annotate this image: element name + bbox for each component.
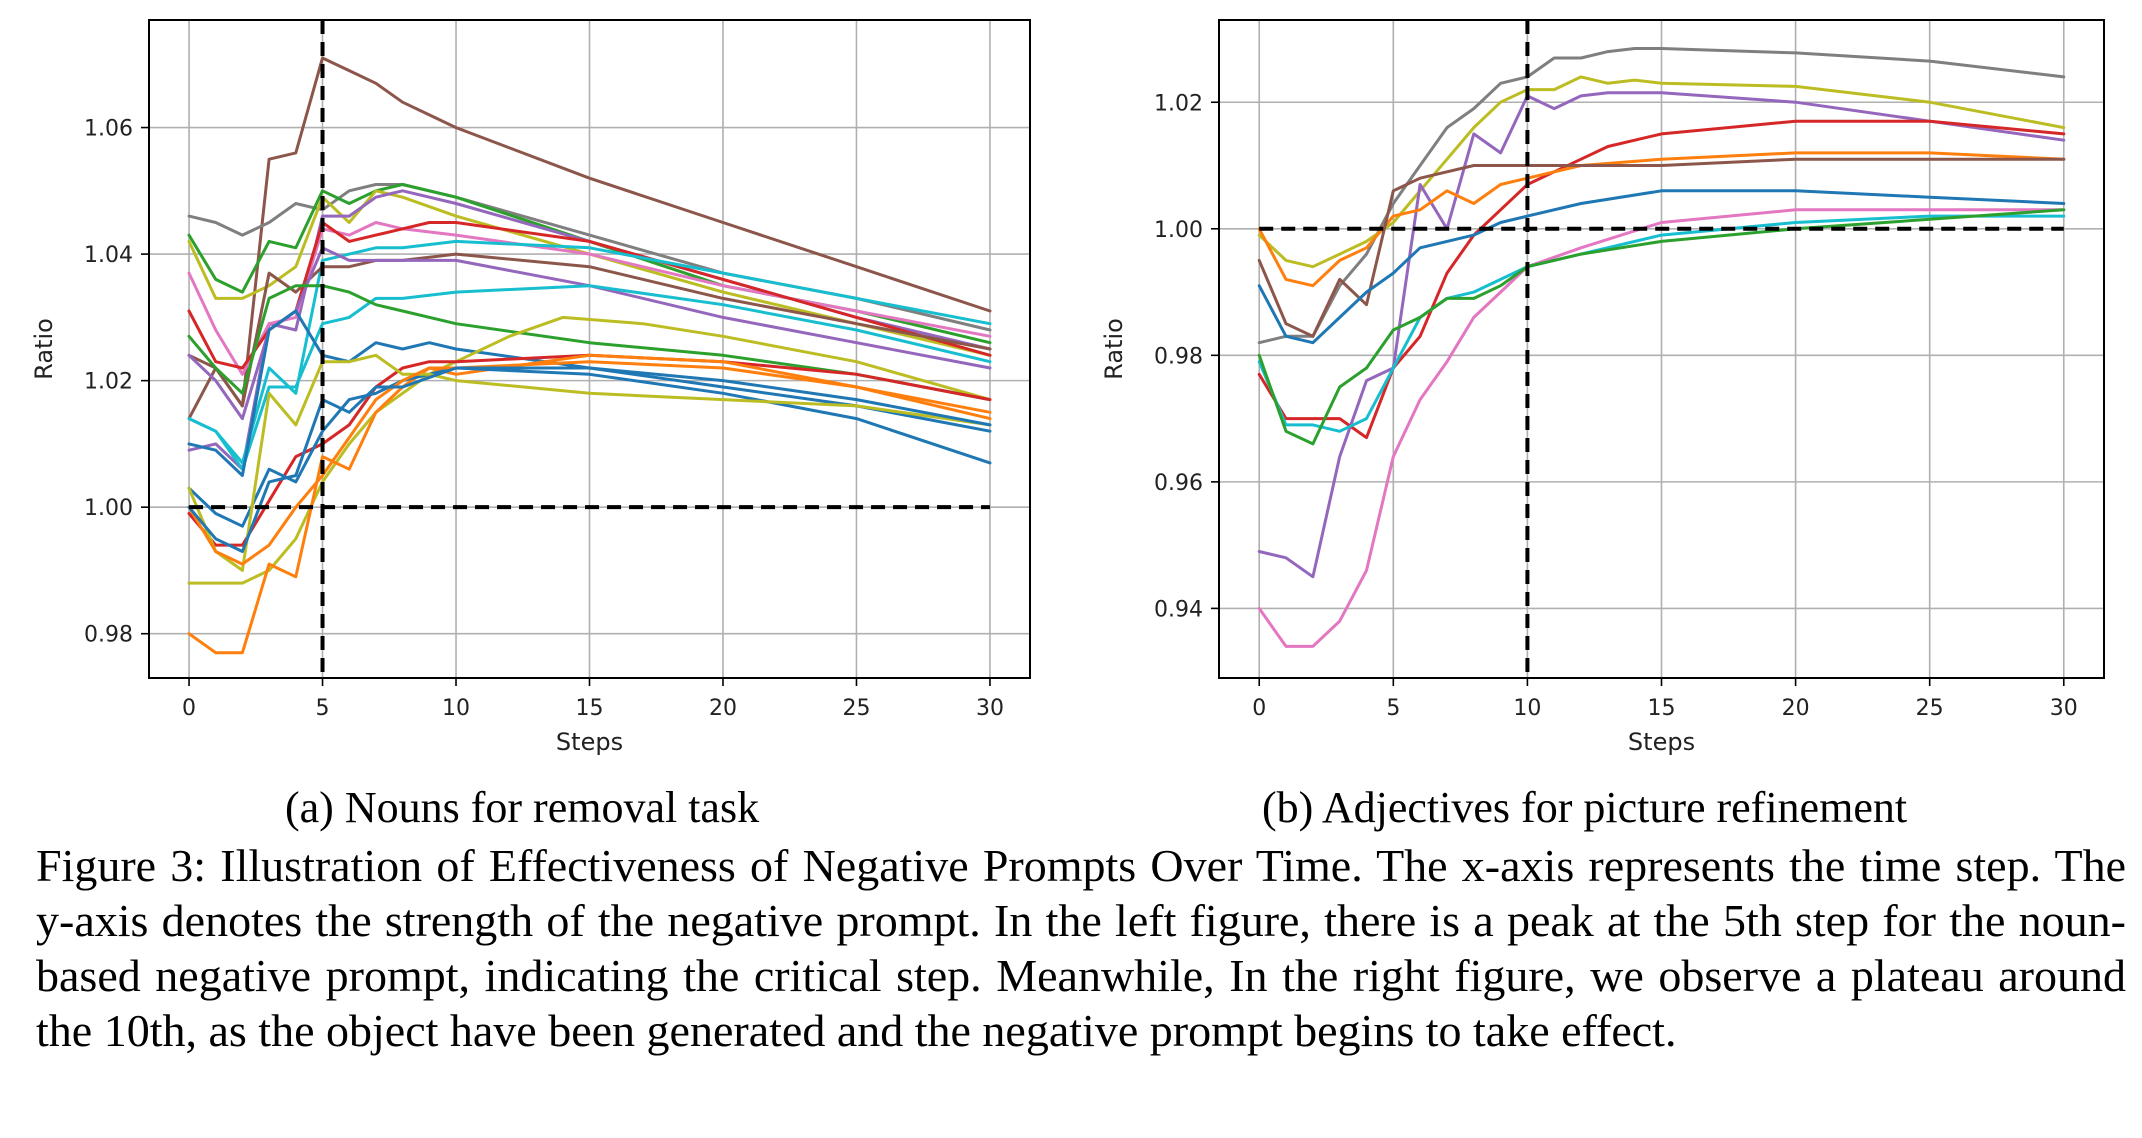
chart-panel-b: 0 5 10 15 20 25 30 0.94 0.96 0.98 1.00 1.02 Steps Rat… xyxy=(1100,19,2105,756)
x-tick-label: 0 xyxy=(1252,696,1266,721)
series-line-2 xyxy=(187,183,992,332)
y-tick-label: 0.98 xyxy=(84,623,133,648)
series-lines xyxy=(1257,47,2066,648)
y-axis-label: Ratio xyxy=(1100,318,1128,380)
series-line-19 xyxy=(187,360,992,566)
x-tick-label: 15 xyxy=(1648,696,1676,721)
y-axis-label: Ratio xyxy=(30,318,58,380)
series-line-9 xyxy=(187,252,992,408)
series-line-13 xyxy=(187,309,992,477)
series-line-8 xyxy=(1257,208,2066,648)
series-line-5 xyxy=(1257,151,2066,288)
y-tick-label: 0.96 xyxy=(1154,471,1203,496)
series-line-1 xyxy=(187,56,992,421)
series-line-18 xyxy=(187,353,992,572)
x-tick-label: 15 xyxy=(576,696,604,721)
x-tick-label: 25 xyxy=(1916,696,1944,721)
chart-panel-a: 0 5 10 15 20 25 30 0.98 1.00 1.02 1.04 1.06 Steps Rat… xyxy=(30,19,1031,756)
y-tick-label: 1.00 xyxy=(84,496,133,521)
x-tick-label: 5 xyxy=(316,696,330,721)
series-line-16 xyxy=(187,353,992,655)
subcaption-a: (a) Nouns for removal task xyxy=(285,783,760,832)
x-tick-label: 30 xyxy=(976,696,1004,721)
y-tick-label: 1.02 xyxy=(84,370,133,395)
figure-caption: Figure 3: Illustration of Effectiveness … xyxy=(36,840,2126,1056)
y-tick-label: 1.04 xyxy=(84,243,133,268)
y-tick-label: 0.94 xyxy=(1154,597,1203,622)
x-tick-label: 30 xyxy=(2050,696,2078,721)
series-line-3 xyxy=(187,183,992,345)
y-tick-label: 0.98 xyxy=(1154,344,1203,369)
y-tick-label: 1.02 xyxy=(1154,91,1203,116)
x-tick-label: 25 xyxy=(842,696,870,721)
series-lines xyxy=(187,56,992,655)
series-line-7 xyxy=(1257,189,2066,345)
series-line-20 xyxy=(187,366,992,553)
series-line-10 xyxy=(1257,208,2066,446)
series-line-12 xyxy=(187,284,992,402)
x-axis-label: Steps xyxy=(1628,728,1695,756)
series-line-14 xyxy=(187,315,992,585)
series-line-10 xyxy=(187,246,992,421)
gridlines xyxy=(149,20,1030,678)
gridlines xyxy=(1219,20,2104,678)
series-line-6 xyxy=(187,221,992,376)
series-line-3 xyxy=(1257,91,2066,579)
x-tick-label: 20 xyxy=(709,696,737,721)
x-tick-label: 5 xyxy=(1386,696,1400,721)
series-line-4 xyxy=(1257,119,2066,440)
x-tick-label: 10 xyxy=(442,696,470,721)
x-tick-label: 0 xyxy=(182,696,196,721)
y-tick-label: 1.00 xyxy=(1154,218,1203,243)
series-line-6 xyxy=(1257,157,2066,338)
x-tick-label: 20 xyxy=(1782,696,1810,721)
x-tick-label: 10 xyxy=(1513,696,1541,721)
subcaption-b: (b) Adjectives for picture refinement xyxy=(1262,783,1908,832)
x-axis-label: Steps xyxy=(556,728,623,756)
series-line-2 xyxy=(1257,75,2066,269)
series-line-1 xyxy=(1257,47,2066,345)
y-tick-label: 1.06 xyxy=(84,117,133,142)
